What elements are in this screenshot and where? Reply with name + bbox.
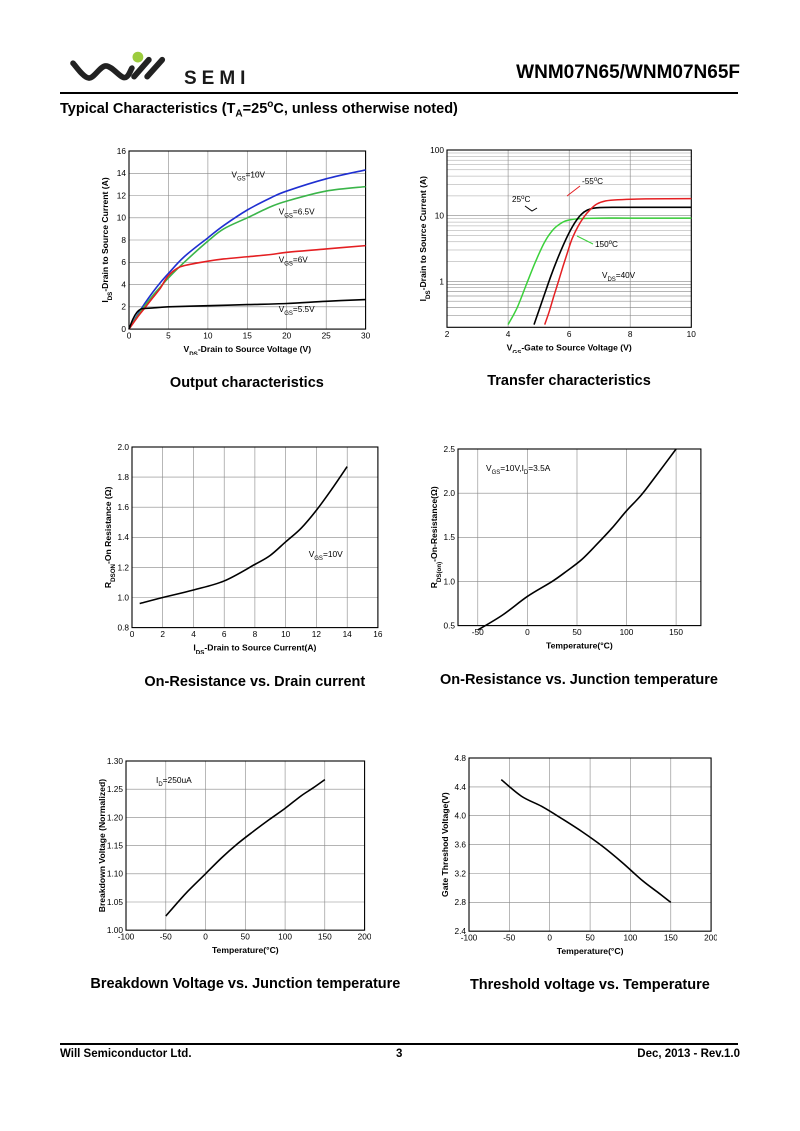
svg-text:12: 12 [312, 629, 322, 639]
svg-text:Temperature(°C): Temperature(°C) [212, 945, 279, 955]
svg-text:100: 100 [623, 933, 637, 943]
svg-text:2: 2 [121, 302, 126, 312]
svg-text:6: 6 [121, 257, 126, 267]
svg-text:3.2: 3.2 [454, 868, 466, 878]
svg-text:10: 10 [116, 213, 126, 223]
svg-text:RDS(on)-On-Resistance(Ω): RDS(on)-On-Resistance(Ω) [429, 486, 443, 588]
svg-text:150: 150 [664, 933, 678, 943]
svg-text:Temperature(°C): Temperature(°C) [546, 641, 613, 651]
svg-text:6: 6 [567, 329, 572, 339]
svg-text:1.2: 1.2 [117, 562, 129, 572]
svg-text:0: 0 [547, 933, 552, 943]
svg-text:25oC: 25oC [512, 195, 530, 204]
svg-text:100: 100 [619, 627, 633, 637]
svg-text:1.00: 1.00 [107, 925, 124, 935]
svg-text:1.25: 1.25 [107, 784, 124, 794]
svg-text:16: 16 [373, 629, 383, 639]
svg-text:5: 5 [166, 331, 171, 341]
svg-text:100: 100 [278, 931, 292, 941]
svg-text:20: 20 [282, 331, 292, 341]
svg-text:1: 1 [439, 276, 444, 286]
svg-text:30: 30 [361, 331, 371, 341]
svg-text:-50: -50 [503, 933, 515, 943]
svg-text:8: 8 [252, 629, 257, 639]
svg-text:4: 4 [191, 629, 196, 639]
svg-text:VGS-Gate to Source Voltage (V): VGS-Gate to Source Voltage (V) [507, 342, 632, 353]
svg-text:10: 10 [203, 331, 213, 341]
svg-text:2.0: 2.0 [117, 442, 129, 452]
svg-text:VDS-Drain to Source Voltage (V: VDS-Drain to Source Voltage (V) [183, 344, 311, 355]
svg-text:IDS-Drain to Source Current(A): IDS-Drain to Source Current(A) [193, 643, 316, 654]
svg-text:4: 4 [121, 280, 126, 290]
svg-text:1.20: 1.20 [107, 812, 124, 822]
svg-text:16: 16 [116, 146, 126, 156]
svg-text:IDS-Drain to Source Current (A: IDS-Drain to Source Current (A) [418, 176, 432, 302]
svg-text:2.5: 2.5 [443, 444, 455, 454]
svg-text:2.8: 2.8 [454, 897, 466, 907]
svg-text:14: 14 [116, 168, 126, 178]
svg-text:200: 200 [704, 933, 717, 943]
svg-text:150: 150 [669, 627, 683, 637]
svg-text:4.0: 4.0 [454, 811, 466, 821]
svg-text:0.5: 0.5 [443, 621, 455, 631]
svg-text:2: 2 [160, 629, 165, 639]
svg-text:VGS=5.5V: VGS=5.5V [278, 305, 314, 317]
svg-text:1.4: 1.4 [117, 532, 129, 542]
svg-text:8: 8 [628, 329, 633, 339]
svg-text:VGS=10V,ID=3.5A: VGS=10V,ID=3.5A [486, 463, 551, 476]
svg-text:VGS=10V: VGS=10V [231, 171, 265, 183]
svg-text:150: 150 [318, 931, 332, 941]
svg-text:14: 14 [342, 629, 352, 639]
svg-text:Gate Threshod Voltage(V): Gate Threshod Voltage(V) [440, 792, 450, 897]
svg-text:25: 25 [321, 331, 331, 341]
svg-text:100: 100 [430, 145, 444, 155]
svg-text:4.4: 4.4 [454, 782, 466, 792]
svg-text:50: 50 [241, 931, 251, 941]
svg-text:1.6: 1.6 [117, 502, 129, 512]
svg-text:3.6: 3.6 [454, 839, 466, 849]
svg-text:1.30: 1.30 [107, 755, 124, 765]
svg-text:1.5: 1.5 [443, 532, 455, 542]
svg-text:4: 4 [506, 329, 511, 339]
svg-text:1.8: 1.8 [117, 472, 129, 482]
svg-text:1.0: 1.0 [443, 577, 455, 587]
svg-text:15: 15 [242, 331, 252, 341]
svg-text:8: 8 [121, 235, 126, 245]
svg-text:50: 50 [572, 627, 582, 637]
svg-text:4.8: 4.8 [454, 753, 466, 763]
svg-text:0: 0 [121, 324, 126, 334]
svg-text:150oC: 150oC [595, 240, 618, 249]
svg-text:1.05: 1.05 [107, 896, 124, 906]
svg-text:Breakdown Voltage (Normalized): Breakdown Voltage (Normalized) [97, 778, 107, 911]
svg-text:VGS=10V: VGS=10V [309, 549, 343, 562]
svg-text:10: 10 [687, 329, 697, 339]
svg-text:50: 50 [585, 933, 595, 943]
svg-text:-50: -50 [471, 627, 483, 637]
svg-text:IDS-Drain to Source Current (A: IDS-Drain to Source Current (A) [100, 177, 113, 303]
svg-text:2.0: 2.0 [443, 488, 455, 498]
svg-text:0: 0 [126, 331, 131, 341]
svg-text:-50: -50 [160, 931, 172, 941]
svg-text:Temperature(°C): Temperature(°C) [557, 946, 624, 956]
svg-text:200: 200 [358, 931, 371, 941]
svg-text:10: 10 [435, 210, 445, 220]
svg-text:0: 0 [525, 627, 530, 637]
svg-text:VGS=6V: VGS=6V [278, 255, 307, 267]
svg-text:1.10: 1.10 [107, 868, 124, 878]
svg-text:RDSON-On Resistance (Ω): RDSON-On Resistance (Ω) [103, 487, 117, 589]
svg-text:0: 0 [203, 931, 208, 941]
svg-text:1.0: 1.0 [117, 593, 129, 603]
svg-text:2.4: 2.4 [454, 926, 466, 936]
svg-text:ID=250uA: ID=250uA [156, 774, 192, 787]
svg-text:12: 12 [116, 191, 126, 201]
svg-text:10: 10 [281, 629, 291, 639]
svg-text:6: 6 [222, 629, 227, 639]
svg-text:1.15: 1.15 [107, 840, 124, 850]
svg-text:-55oC: -55oC [582, 177, 603, 186]
svg-text:2: 2 [445, 329, 450, 339]
svg-text:0: 0 [130, 629, 135, 639]
svg-text:0.8: 0.8 [117, 623, 129, 633]
